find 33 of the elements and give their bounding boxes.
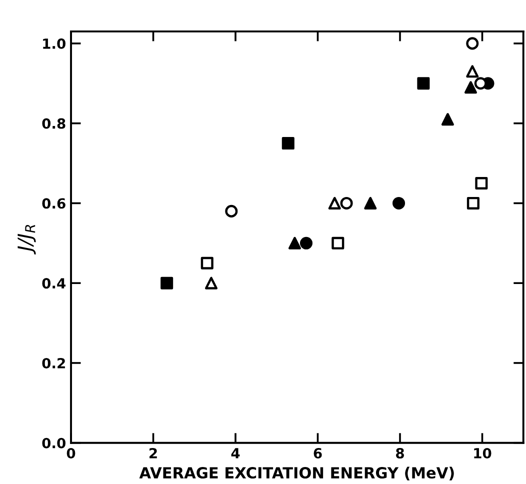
x-axis-title: AVERAGE EXCITATION ENERGY (MeV) <box>139 466 454 480</box>
point <box>392 196 406 210</box>
x-tick-label: 8 <box>396 448 404 458</box>
point <box>225 204 238 218</box>
y-tick-label: 0.6 <box>42 198 66 209</box>
y-axis-title: J/J$_{R}$ <box>18 224 36 255</box>
point <box>364 196 377 210</box>
y-tick-label: 0.0 <box>42 438 66 448</box>
point <box>441 113 454 126</box>
y-tick-label: 0.4 <box>42 278 66 289</box>
y-tick-label: 0.8 <box>42 118 66 129</box>
y-tick-label: 1.0 <box>43 38 66 49</box>
point <box>200 256 214 270</box>
x-tick-label: 10 <box>474 448 492 458</box>
point <box>300 236 312 250</box>
x-tick-label: 6 <box>314 448 322 458</box>
point <box>466 37 479 50</box>
point <box>288 236 301 250</box>
point <box>328 196 341 210</box>
point <box>160 276 174 290</box>
point <box>417 77 430 90</box>
point <box>475 176 488 190</box>
point <box>466 196 480 210</box>
point <box>464 81 477 94</box>
x-tick-label: 0 <box>66 448 76 458</box>
x-tick-label: 4 <box>231 448 240 458</box>
point <box>340 196 353 210</box>
point <box>282 137 294 150</box>
point <box>332 236 344 250</box>
y-tick-label: 0.2 <box>42 358 65 368</box>
point <box>466 65 479 78</box>
x-tick-label: 2 <box>150 448 157 458</box>
point <box>204 276 218 290</box>
